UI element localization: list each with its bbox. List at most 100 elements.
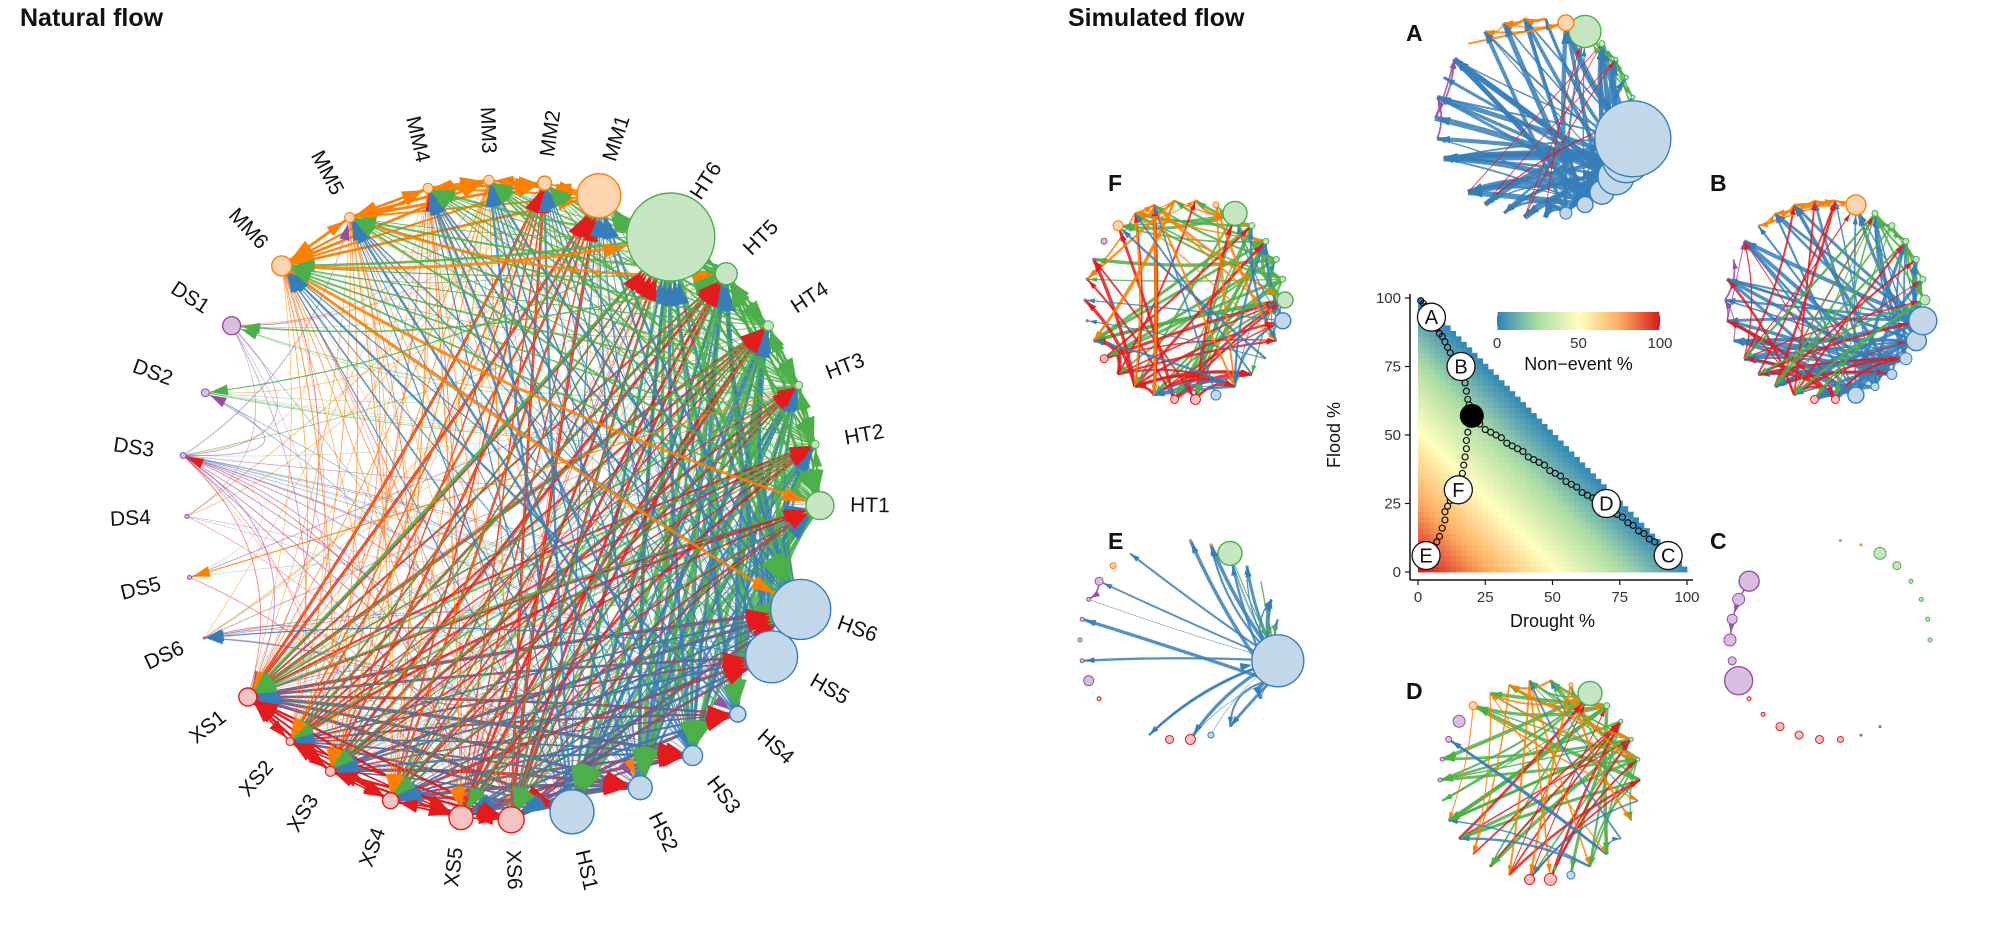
heat-cell (1477, 363, 1483, 370)
heat-cell (1504, 561, 1510, 567)
heat-cell (1514, 424, 1521, 430)
heat-cell (1509, 555, 1516, 562)
flow-arrowhead (1227, 716, 1234, 726)
heat-cell (1439, 424, 1446, 430)
node-ht6 (1871, 209, 1879, 217)
heat-cell (1504, 511, 1510, 518)
heat-cell (1557, 517, 1564, 524)
heat-cell (1434, 363, 1440, 370)
heat-cell (1536, 517, 1543, 524)
heat-cell (1557, 489, 1564, 496)
heat-cell (1514, 489, 1521, 496)
heat-cell (1439, 347, 1446, 354)
heat-cell (1423, 484, 1430, 491)
flow-arrowhead (1271, 306, 1279, 315)
flow-edge (1448, 819, 1591, 868)
heat-cell (1439, 478, 1446, 485)
network-d (1437, 679, 1641, 886)
heat-cell (1477, 451, 1483, 458)
heat-cell (1557, 511, 1564, 518)
heat-cell (1584, 500, 1591, 507)
heat-cell (1541, 511, 1548, 518)
flow-arrowhead (661, 755, 682, 768)
flow-edge (182, 455, 739, 715)
heat-cell (1530, 467, 1537, 474)
heat-cell (1482, 451, 1489, 458)
heat-cell (1428, 374, 1435, 381)
heat-cell (1579, 484, 1586, 491)
heat-cell (1611, 555, 1618, 562)
heat-cell (1547, 489, 1553, 496)
heat-cell (1536, 566, 1543, 573)
node-ht5 (1603, 702, 1611, 710)
flow-arrowhead (1241, 369, 1251, 375)
flow-arrowhead (1193, 723, 1203, 735)
flow-edge (281, 265, 693, 756)
heat-cell (1418, 440, 1424, 447)
heat-cell (1444, 440, 1451, 447)
heat-cell (1504, 522, 1510, 529)
heat-cell (1552, 550, 1559, 556)
node-xs5 (1810, 394, 1820, 404)
flow-arrowhead (449, 787, 460, 805)
flow-arrowhead (1728, 278, 1738, 284)
node-label-mm6: MM6 (224, 204, 273, 254)
heat-cell (1530, 462, 1537, 469)
heat-cell (1439, 566, 1446, 573)
node-ds4 (1083, 298, 1087, 302)
heat-cell (1525, 440, 1532, 447)
flow-arrowhead (1094, 330, 1103, 340)
heat-cell (1574, 473, 1580, 480)
heat-cell (1428, 330, 1435, 337)
heat-cell (1482, 369, 1489, 376)
heat-cell (1498, 435, 1505, 441)
node-ht3 (1628, 736, 1634, 742)
heat-cell (1541, 506, 1548, 513)
heat-cell (1444, 374, 1451, 381)
flow-edge (289, 443, 816, 743)
heat-cell (1520, 561, 1526, 567)
heat-cell (1514, 445, 1521, 452)
heat-cell (1434, 467, 1440, 474)
flow-arrowhead (1144, 205, 1154, 213)
heat-cell (1525, 561, 1532, 567)
heat-cell (1444, 462, 1451, 469)
heat-cell (1444, 391, 1451, 398)
heat-cell (1428, 352, 1435, 359)
heat-cell (1579, 500, 1586, 507)
heat-cell (1509, 407, 1516, 414)
heat-cell (1461, 533, 1467, 540)
flow-arrowhead (1744, 350, 1753, 359)
heat-cell (1428, 566, 1435, 573)
node-label-ds1: DS1 (167, 277, 214, 319)
heat-cell (1493, 424, 1500, 430)
heat-cell (1568, 561, 1575, 567)
trajectory-point (1435, 532, 1444, 540)
heat-cell (1638, 533, 1645, 540)
heat-cell (1525, 484, 1532, 491)
heat-cell (1477, 544, 1483, 551)
heat-cell (1444, 325, 1451, 332)
node-label-mm4: MM4 (401, 114, 434, 165)
flow-edge (289, 385, 799, 742)
heat-cell (1525, 445, 1532, 452)
flow-arrowhead (1253, 244, 1264, 254)
heat-cell (1504, 489, 1510, 496)
heat-cell (1471, 478, 1478, 485)
node-label-mm2: MM2 (536, 109, 565, 158)
heat-cell (1471, 435, 1478, 441)
heat-cell (1574, 478, 1580, 485)
flow-edge (427, 188, 573, 812)
heat-cell (1477, 478, 1483, 485)
heat-cell (1418, 341, 1424, 348)
heat-cell (1520, 435, 1526, 441)
heat-cell (1423, 402, 1430, 408)
flow-arrowhead (643, 279, 657, 302)
heat-cell (1504, 500, 1510, 507)
heat-cell (1530, 533, 1537, 540)
heat-cell (1557, 495, 1564, 502)
heat-cell (1584, 484, 1591, 491)
flow-arrowhead (433, 190, 456, 203)
heat-cell (1520, 429, 1526, 436)
heat-cell (1439, 500, 1446, 507)
